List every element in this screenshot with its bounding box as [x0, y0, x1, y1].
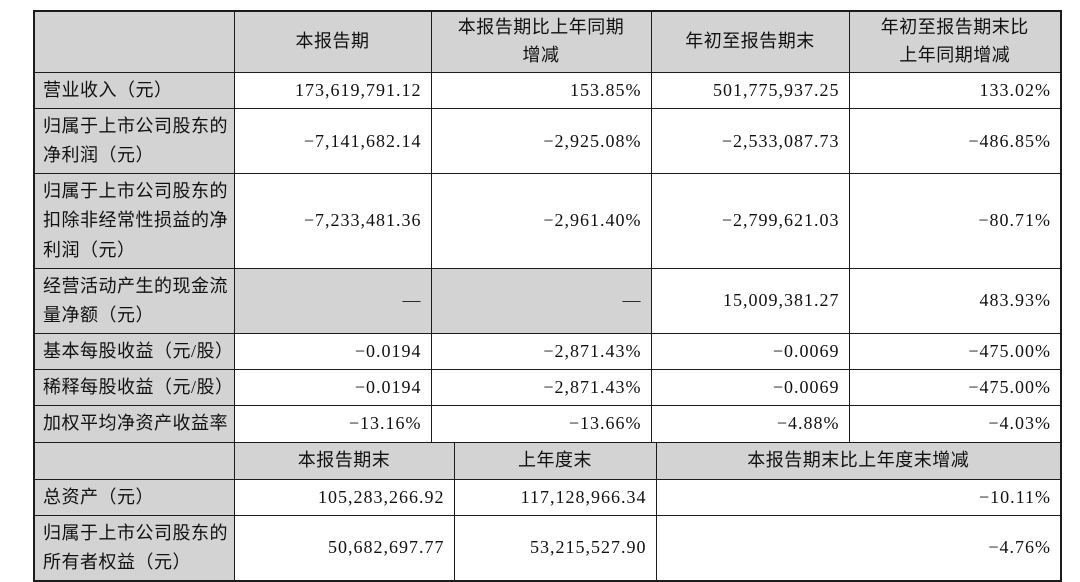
cell-equity-change: −4.76% [655, 514, 1062, 582]
header-change-from-last-year-end: 本报告期末比上年度末增减 [655, 441, 1062, 480]
cell-equity-end-of-last-year: 53,215,527.90 [453, 514, 657, 582]
table-row-total-assets: 总资产（元） 105,283,266.92 117,128,966.34 −10… [33, 478, 1062, 516]
cell-total-assets-end-of-period: 105,283,266.92 [233, 478, 455, 516]
cell-equity-end-of-period: 50,682,697.77 [233, 514, 455, 582]
cell-total-assets-end-of-last-year: 117,128,966.34 [453, 478, 657, 516]
cell-cash-flow-ytd: 15,009,381.27 [650, 267, 850, 335]
header-ytd-yoy-change: 年初至报告期末比上年同期增减 [848, 10, 1062, 73]
cell-revenue-yoy-change: 153.85% [430, 71, 652, 109]
table-row-diluted-eps: 稀释每股收益（元/股） −0.0194 −2,871.43% −0.0069 −… [33, 369, 1062, 407]
table-row-basic-eps: 基本每股收益（元/股） −0.0194 −2,871.43% −0.0069 −… [33, 333, 1062, 371]
row-net-profit-excl-nonrecurring-label: 归属于上市公司股东的扣除非经常性损益的净利润（元） [33, 173, 235, 269]
cell-roe-ytd-yoy-change: −4.03% [848, 405, 1062, 443]
header-end-of-period: 本报告期末 [233, 441, 455, 480]
cell-net-profit-ytd: −2,533,087.73 [650, 107, 850, 175]
table-header-row-top: 本报告期 本报告期比上年同期增减 年初至报告期末 年初至报告期末比上年同期增减 [33, 10, 1062, 73]
cell-diluted-eps-current-period: −0.0194 [233, 369, 432, 407]
row-revenue-label: 营业收入（元） [33, 71, 235, 109]
cell-excl-nonrecurring-ytd: −2,799,621.03 [650, 173, 850, 269]
row-weighted-avg-roe-label: 加权平均净资产收益率 [33, 405, 235, 443]
cell-cash-flow-current-period: — [233, 267, 432, 335]
cell-total-assets-change: −10.11% [655, 478, 1062, 516]
cell-revenue-ytd: 501,775,937.25 [650, 71, 850, 109]
table-row-net-profit: 归属于上市公司股东的净利润（元） −7,141,682.14 −2,925.08… [33, 107, 1062, 175]
cell-basic-eps-ytd-yoy-change: −475.00% [848, 333, 1062, 371]
row-basic-eps-label: 基本每股收益（元/股） [33, 333, 235, 371]
table-row-shareholders-equity: 归属于上市公司股东的所有者权益（元） 50,682,697.77 53,215,… [33, 514, 1062, 582]
cell-excl-nonrecurring-current-period: −7,233,481.36 [233, 173, 432, 269]
row-shareholders-equity-label: 归属于上市公司股东的所有者权益（元） [33, 514, 235, 582]
row-net-profit-label: 归属于上市公司股东的净利润（元） [33, 107, 235, 175]
cell-excl-nonrecurring-yoy-change: −2,961.40% [430, 173, 652, 269]
table-header-row-bottom: 本报告期末 上年度末 本报告期末比上年度末增减 [33, 441, 1062, 480]
table-row-weighted-avg-roe: 加权平均净资产收益率 −13.16% −13.66% −4.88% −4.03% [33, 405, 1062, 443]
cell-diluted-eps-ytd-yoy-change: −475.00% [848, 369, 1062, 407]
header-blank-cell-bottom [33, 441, 235, 480]
cell-roe-ytd: −4.88% [650, 405, 850, 443]
table-row-revenue: 营业收入（元） 173,619,791.12 153.85% 501,775,9… [33, 71, 1062, 109]
row-diluted-eps-label: 稀释每股收益（元/股） [33, 369, 235, 407]
header-yoy-change: 本报告期比上年同期增减 [430, 10, 652, 73]
cell-basic-eps-current-period: −0.0194 [233, 333, 432, 371]
table-row-net-profit-excl-nonrecurring: 归属于上市公司股东的扣除非经常性损益的净利润（元） −7,233,481.36 … [33, 173, 1062, 269]
row-operating-cash-flow-label: 经营活动产生的现金流量净额（元） [33, 267, 235, 335]
cell-cash-flow-yoy-change: — [430, 267, 652, 335]
header-end-of-last-year: 上年度末 [453, 441, 657, 480]
cell-revenue-ytd-yoy-change: 133.02% [848, 71, 1062, 109]
cell-net-profit-ytd-yoy-change: −486.85% [848, 107, 1062, 175]
table-row-operating-cash-flow: 经营活动产生的现金流量净额（元） — — 15,009,381.27 483.9… [33, 267, 1062, 335]
header-current-period: 本报告期 [233, 10, 432, 73]
row-total-assets-label: 总资产（元） [33, 478, 235, 516]
cell-diluted-eps-ytd: −0.0069 [650, 369, 850, 407]
cell-excl-nonrecurring-ytd-yoy-change: −80.71% [848, 173, 1062, 269]
cell-basic-eps-yoy-change: −2,871.43% [430, 333, 652, 371]
cell-net-profit-current-period: −7,141,682.14 [233, 107, 432, 175]
key-financials-table: 本报告期 本报告期比上年同期增减 年初至报告期末 年初至报告期末比上年同期增减 … [33, 10, 1062, 582]
cell-net-profit-yoy-change: −2,925.08% [430, 107, 652, 175]
cell-basic-eps-ytd: −0.0069 [650, 333, 850, 371]
header-blank-cell [33, 10, 235, 73]
cell-revenue-current-period: 173,619,791.12 [233, 71, 432, 109]
header-ytd: 年初至报告期末 [650, 10, 850, 73]
cell-roe-yoy-change: −13.66% [430, 405, 652, 443]
cell-diluted-eps-yoy-change: −2,871.43% [430, 369, 652, 407]
cell-cash-flow-ytd-yoy-change: 483.93% [848, 267, 1062, 335]
cell-roe-current-period: −13.16% [233, 405, 432, 443]
